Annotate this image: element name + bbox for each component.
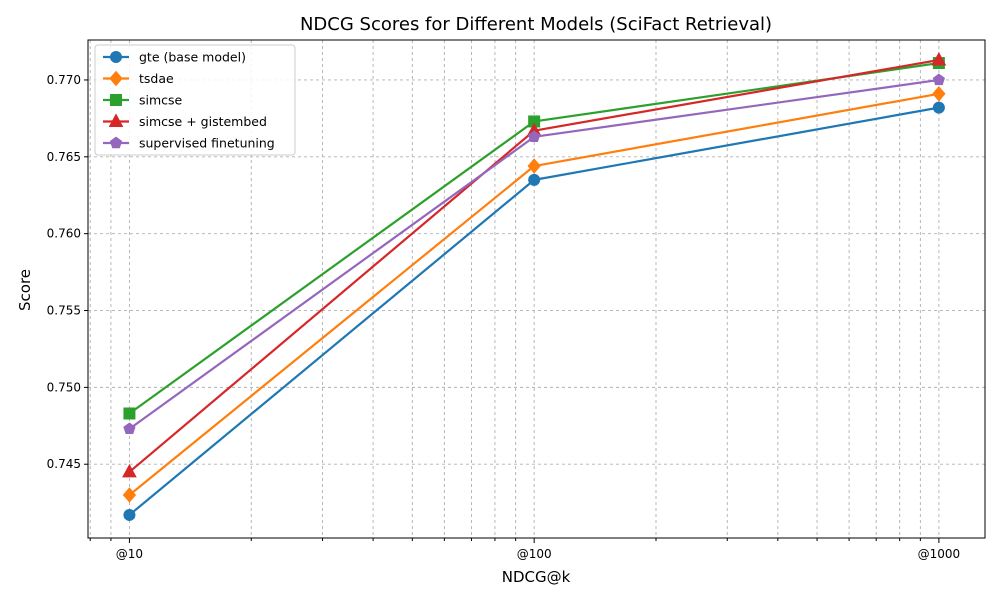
data-point bbox=[122, 463, 137, 478]
y-tick-label: 0.750 bbox=[47, 380, 81, 394]
data-point bbox=[528, 130, 541, 143]
data-point bbox=[932, 73, 945, 86]
data-point bbox=[528, 173, 541, 186]
data-point bbox=[122, 487, 137, 503]
legend-marker bbox=[108, 113, 124, 127]
y-tick-label: 0.760 bbox=[47, 227, 81, 241]
data-point bbox=[527, 158, 541, 174]
series-supervised-finetuning bbox=[123, 73, 945, 435]
legend: gte (base model) tsdae simcse simcse + gist… bbox=[94, 44, 296, 156]
y-tick-label: 0.745 bbox=[47, 457, 81, 471]
y-tick-label: 0.765 bbox=[47, 150, 81, 164]
legend-item: simcse + gistembed bbox=[103, 113, 267, 129]
data-point bbox=[932, 101, 945, 114]
chart-title: NDCG Scores for Different Models (SciFac… bbox=[300, 14, 772, 35]
legend-label: supervised finetuning bbox=[139, 136, 275, 151]
legend-item: gte (base model) bbox=[103, 50, 246, 65]
legend-label: simcse + gistembed bbox=[139, 114, 267, 129]
legend-marker bbox=[109, 136, 123, 149]
data-point bbox=[123, 407, 136, 420]
plot-frame bbox=[87, 39, 986, 539]
x-tick-label: @1000 bbox=[918, 547, 961, 561]
series-tsdae bbox=[122, 86, 946, 503]
x-tick-label: @10 bbox=[116, 547, 143, 561]
y-tick-label: 0.755 bbox=[47, 304, 81, 318]
legend-marker bbox=[110, 94, 122, 106]
legend-item: supervised finetuning bbox=[103, 136, 275, 151]
data-point bbox=[932, 86, 946, 102]
legend-label: gte (base model) bbox=[139, 50, 246, 65]
legend-box bbox=[94, 44, 296, 156]
legend-marker bbox=[109, 70, 123, 87]
y-tick-label: 0.770 bbox=[47, 73, 81, 87]
legend-label: tsdae bbox=[139, 71, 174, 86]
x-tick-label: @100 bbox=[517, 547, 552, 561]
legend-marker bbox=[110, 51, 122, 63]
series-gte-base-model bbox=[123, 101, 945, 521]
data-point bbox=[931, 51, 947, 66]
axes: 0.745 0.750 0.755 0.760 0.765 0.770 @10 @100 @10… bbox=[47, 39, 986, 561]
y-axis-label: Score bbox=[16, 269, 34, 311]
series-layer bbox=[122, 51, 947, 521]
x-axis-label: NDCG@k bbox=[502, 568, 571, 586]
legend-label: simcse bbox=[139, 93, 183, 108]
data-point bbox=[123, 508, 136, 521]
data-point bbox=[123, 422, 136, 435]
legend-item: simcse bbox=[103, 93, 183, 108]
legend-item: tsdae bbox=[103, 70, 174, 87]
grid-lines bbox=[88, 40, 985, 538]
